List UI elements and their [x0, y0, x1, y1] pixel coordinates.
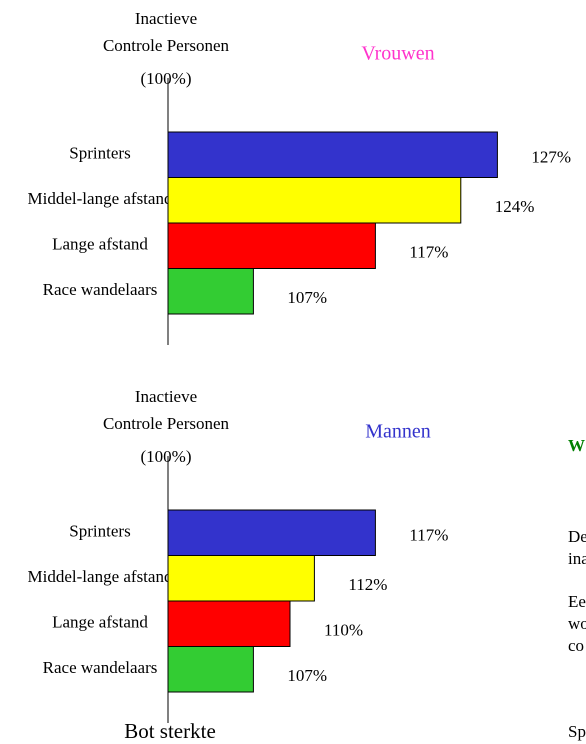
axis-label: (100%): [141, 447, 192, 466]
axis-label: (100%): [141, 69, 192, 88]
side-heading: W: [568, 436, 585, 455]
axis-label: Inactieve: [135, 9, 197, 28]
value-label: 127%: [531, 148, 571, 167]
category-label: Middel-lange afstand: [28, 567, 173, 586]
axis-label: Controle Personen: [103, 414, 230, 433]
side-text: ina: [568, 549, 586, 568]
value-label: 110%: [324, 621, 363, 640]
side-text: De: [568, 527, 586, 546]
caption: Bot sterkte: [124, 719, 216, 743]
value-label: 107%: [287, 666, 327, 685]
category-label: Race wandelaars: [43, 280, 158, 299]
axis-label: Inactieve: [135, 387, 197, 406]
value-label: 107%: [287, 288, 327, 307]
chart-title: Mannen: [365, 421, 431, 443]
category-label: Lange afstand: [52, 235, 148, 254]
category-label: Sprinters: [69, 522, 130, 541]
bar: [167, 509, 376, 556]
axis-label: Controle Personen: [103, 36, 230, 55]
bar: [167, 177, 462, 224]
side-text: wo: [568, 614, 586, 633]
value-label: 112%: [348, 575, 387, 594]
category-label: Lange afstand: [52, 613, 148, 632]
value-label: 124%: [495, 197, 535, 216]
bar: [167, 268, 254, 315]
category-label: Middel-lange afstand: [28, 189, 173, 208]
side-text: Ee: [568, 592, 586, 611]
bar: [167, 131, 498, 178]
category-label: Sprinters: [69, 144, 130, 163]
chart-title: Vrouwen: [361, 43, 434, 65]
category-label: Race wandelaars: [43, 658, 158, 677]
bar: [167, 555, 315, 602]
value-label: 117%: [409, 243, 448, 262]
side-text: Sp: [568, 722, 586, 741]
value-label: 117%: [409, 526, 448, 545]
bar: [167, 222, 376, 269]
bar: [167, 600, 291, 647]
side-text: co: [568, 636, 584, 655]
bar: [167, 646, 254, 693]
